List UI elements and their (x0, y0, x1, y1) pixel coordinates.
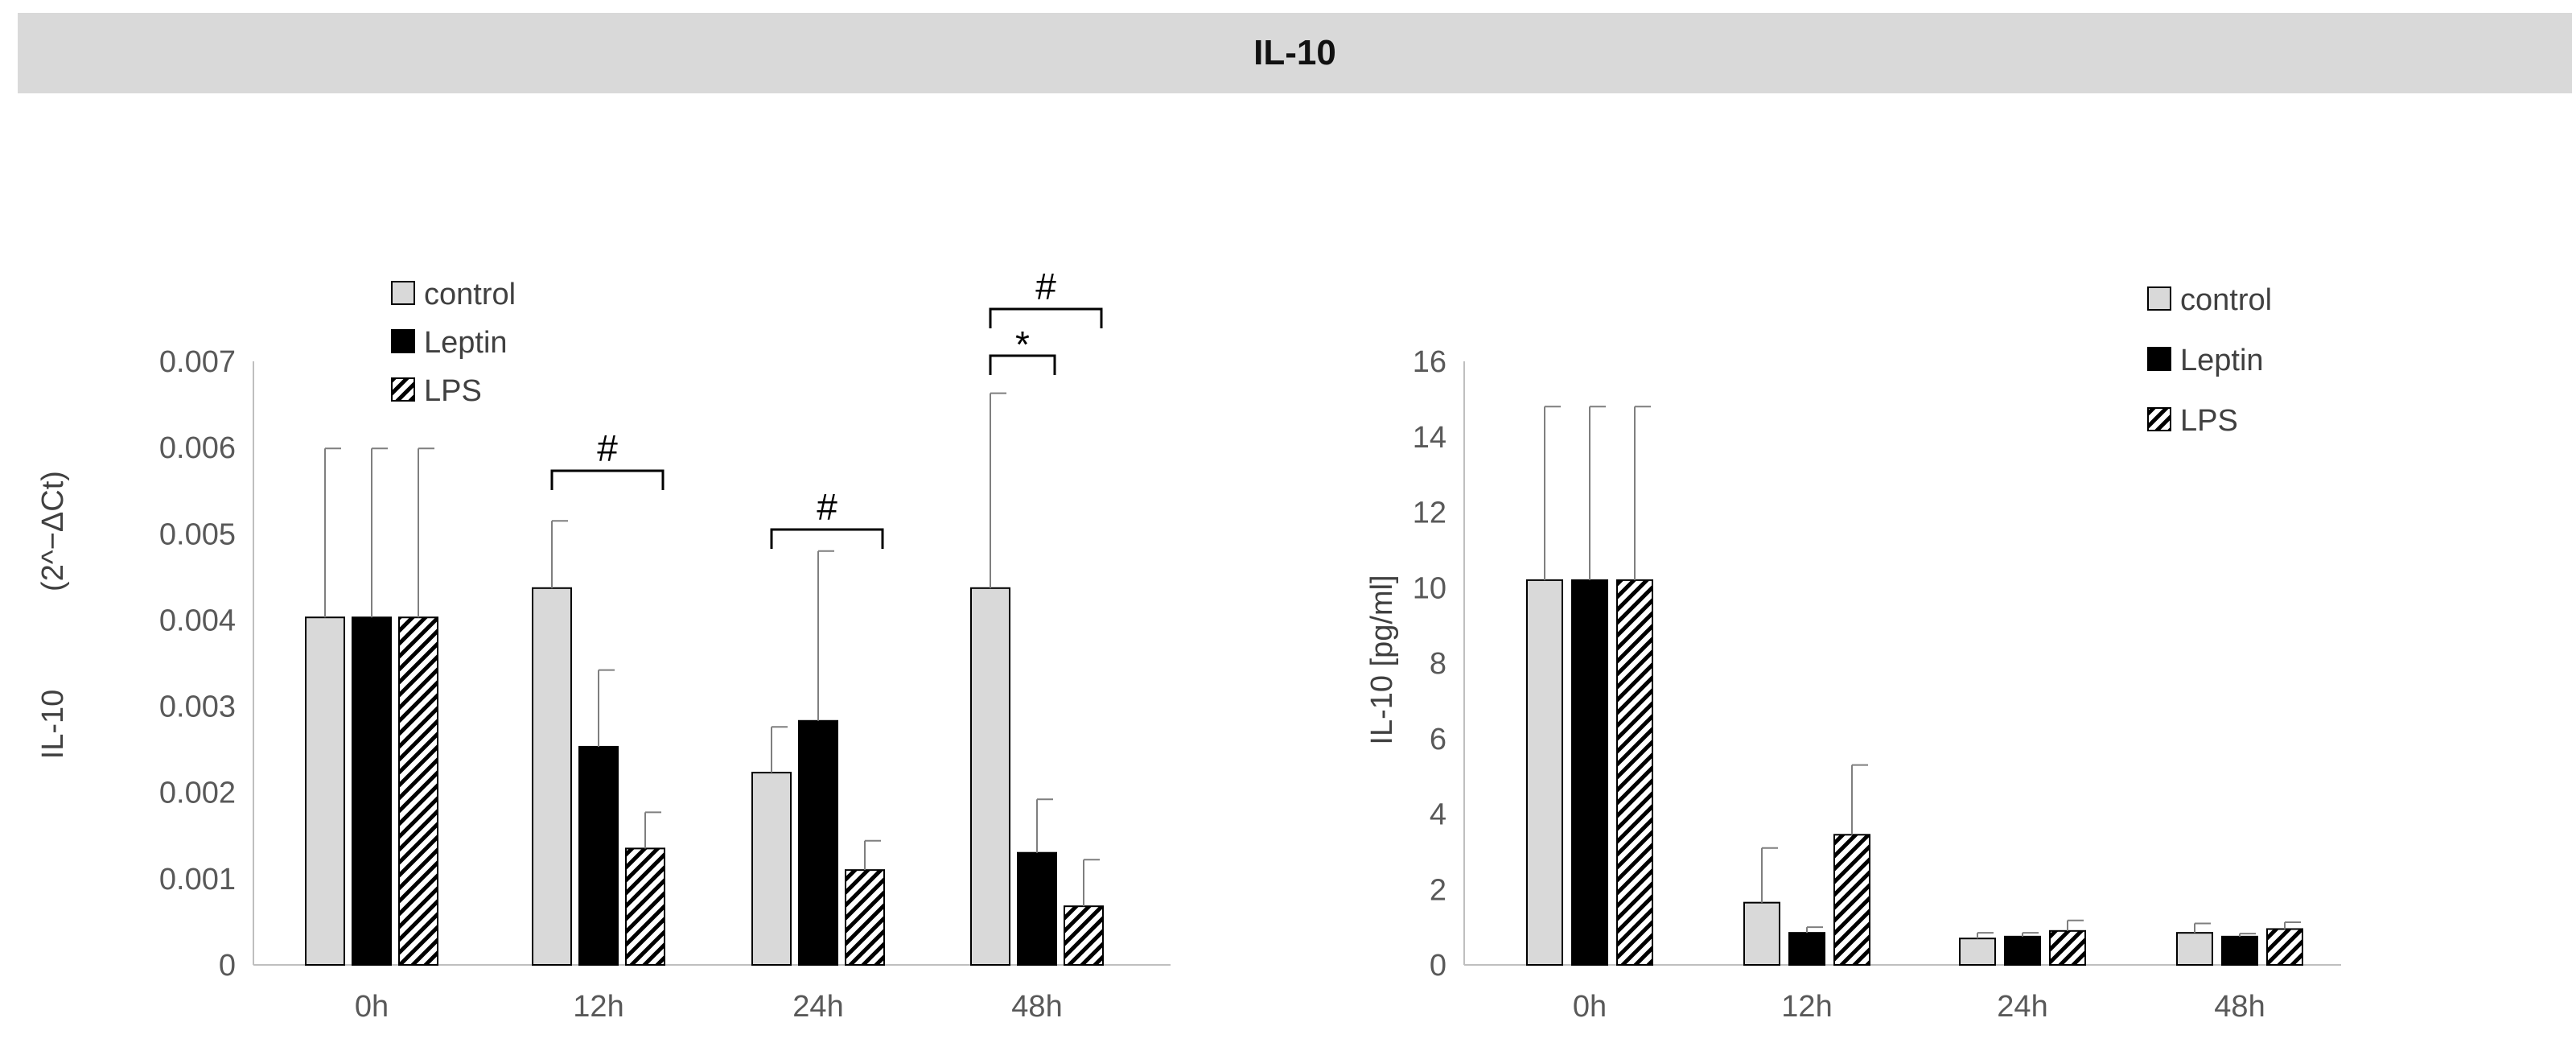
y-tick-label: 10 (1413, 571, 1446, 605)
bar-control-0h (305, 616, 345, 966)
y-tick-label: 0.001 (159, 863, 236, 896)
significance-marker: # (1035, 266, 1056, 307)
bar-leptin-48h (1017, 851, 1057, 966)
y-tick-label: 8 (1430, 647, 1446, 681)
significance-bracket (770, 528, 884, 549)
x-tick-label: 24h (1997, 990, 2047, 1024)
bar-lps-24h (845, 869, 885, 966)
bar-leptin-24h (798, 719, 838, 966)
significance-marker: # (597, 427, 618, 469)
bar-lps-48h (2266, 928, 2303, 966)
significance-marker: # (817, 486, 837, 528)
y-tick-label: 0.007 (159, 345, 236, 379)
legend-swatch-leptin (391, 329, 415, 353)
legend-swatch-control (2147, 286, 2171, 311)
bar-leptin-0h (1571, 579, 1608, 966)
legend-label-control: control (2180, 283, 2272, 317)
legend-swatch-leptin (2147, 347, 2171, 371)
bar-lps-0h (1616, 579, 1653, 966)
y-tick-label: 16 (1413, 345, 1446, 379)
bar-leptin-12h (578, 745, 619, 967)
bar-control-12h (1743, 901, 1780, 966)
y-tick-label: 14 (1413, 421, 1446, 455)
y-tick-label: 0.003 (159, 690, 236, 724)
x-tick-label: 12h (1781, 990, 1832, 1024)
bar-lps-48h (1064, 905, 1104, 966)
y-tick-label: 0.005 (159, 517, 236, 551)
significance-bracket (989, 307, 1103, 328)
bar-control-48h (970, 587, 1010, 966)
x-tick-label: 48h (2214, 990, 2265, 1024)
y-tick-label: 0 (1430, 949, 1446, 983)
figure-header: IL-10 (18, 13, 2572, 93)
y-tick-label: 0 (219, 949, 236, 983)
bar-lps-24h (2049, 929, 2086, 966)
bar-leptin-0h (352, 616, 392, 966)
bar-lps-12h (625, 847, 665, 967)
x-tick-label: 12h (573, 990, 623, 1024)
x-tick-label: 48h (1011, 990, 1062, 1024)
legend-label-leptin: Leptin (424, 326, 508, 360)
x-tick-label: 0h (1573, 990, 1607, 1024)
legend-label-lps: LPS (2180, 404, 2238, 438)
bar-control-24h (1959, 938, 1996, 966)
y-tick-label: 2 (1430, 873, 1446, 907)
legend-swatch-lps (391, 377, 415, 402)
y-axis-label: IL-10 (36, 690, 70, 760)
legend-label-lps: LPS (424, 374, 482, 408)
bar-leptin-48h (2221, 935, 2258, 966)
x-tick-label: 24h (792, 990, 843, 1024)
bar-leptin-12h (1788, 932, 1825, 966)
y-tick-label: 4 (1430, 798, 1446, 832)
legend-swatch-control (391, 281, 415, 305)
y-axis-label: IL-10 [pg/ml] (1365, 575, 1399, 744)
bar-lps-12h (1833, 834, 1870, 966)
bar-control-0h (1526, 579, 1563, 966)
legend-swatch-lps (2147, 407, 2171, 431)
y-tick-label: 6 (1430, 723, 1446, 756)
y-tick-label: 12 (1413, 497, 1446, 530)
bar-control-12h (532, 587, 572, 966)
significance-bracket (989, 354, 1056, 375)
il10-mrna-chart: 0 0.001 0.002 0.003 0.004 0.005 0.006 0.007 0h 12… (36, 266, 1171, 1024)
bar-leptin-24h (2004, 935, 2041, 966)
y-tick-label: 0.006 (159, 431, 236, 465)
significance-bracket (550, 469, 665, 490)
y-tick-label: 0.004 (159, 604, 236, 637)
legend-label-leptin: Leptin (2180, 344, 2264, 377)
bar-control-48h (2176, 932, 2213, 966)
bar-control-24h (751, 772, 792, 966)
figure-title: IL-10 (1253, 33, 1336, 72)
y-axis-unit-label: (2^−ΔCt) (36, 471, 70, 591)
significance-marker: * (1015, 324, 1030, 365)
x-tick-label: 0h (355, 990, 389, 1024)
legend-label-control: control (424, 278, 516, 311)
y-tick-label: 0.002 (159, 777, 236, 810)
bar-lps-0h (398, 616, 438, 966)
